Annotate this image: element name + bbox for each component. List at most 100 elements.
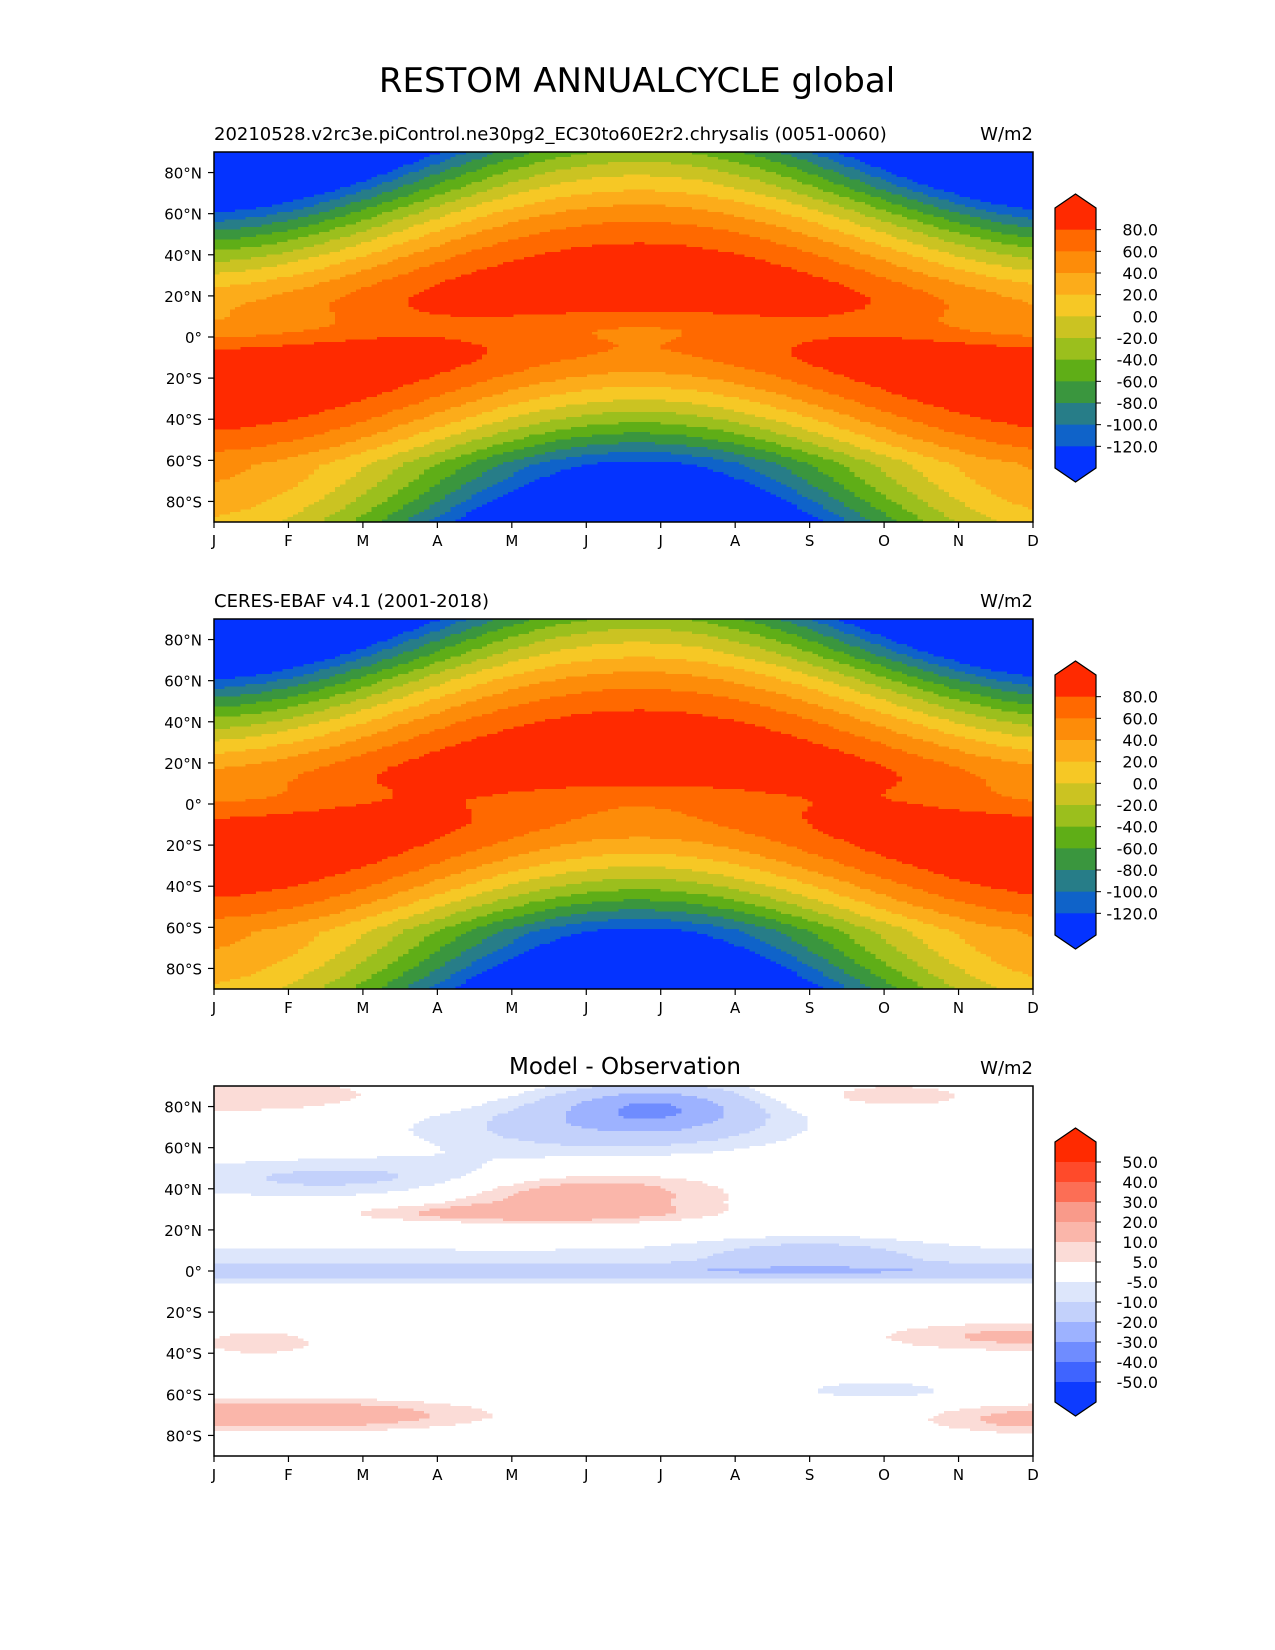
colorbar-swatch (1055, 403, 1096, 426)
heatmap-cell (418, 636, 446, 640)
heatmap-cell (508, 417, 567, 421)
heatmap-cell (214, 1376, 1034, 1380)
heatmap-cell (214, 701, 257, 705)
heatmap-cell (828, 392, 892, 396)
heatmap-cell (875, 487, 908, 491)
heatmap-cell (865, 649, 892, 653)
heatmap-cell (214, 449, 226, 453)
heatmap-cell (880, 976, 908, 980)
heatmap-cell (466, 981, 814, 985)
heatmap-cell (733, 681, 793, 685)
heatmap-cell (481, 412, 530, 416)
heatmap-cell (214, 839, 436, 843)
heatmap-cell (424, 689, 462, 693)
heatmap-cell (214, 494, 278, 498)
heatmap-cell (891, 1338, 971, 1342)
heatmap-cell (733, 382, 798, 386)
heatmap-cell (529, 949, 751, 953)
heatmap-cell (854, 379, 1034, 383)
heatmap-cell (849, 247, 892, 251)
heatmap-cell (791, 914, 829, 918)
heatmap-cell (445, 1201, 493, 1205)
heatmap-cell (350, 944, 388, 948)
heatmap-cell (466, 701, 530, 705)
heatmap-cell (455, 939, 483, 943)
heatmap-cell (917, 984, 950, 988)
heatmap-cell (618, 806, 656, 810)
heatmap-cell (214, 759, 278, 763)
heatmap-cell (214, 889, 273, 893)
heatmap-cell (928, 184, 1034, 188)
heatmap-cell (660, 1186, 719, 1190)
heatmap-cell (487, 914, 525, 918)
heatmap-cell (214, 244, 262, 248)
heatmap-cell (602, 1096, 698, 1100)
heatmap-cell (214, 821, 472, 825)
heatmap-cell (413, 1408, 483, 1412)
heatmap-cell (214, 259, 231, 263)
heatmap-cell (429, 429, 467, 433)
heatmap-cell (371, 974, 404, 978)
heatmap-cell (439, 749, 840, 753)
heatmap-cell (812, 197, 850, 201)
heatmap-cell (329, 676, 362, 680)
heatmap-cell (408, 519, 430, 523)
heatmap-cell (529, 424, 588, 428)
heatmap-cell (1001, 709, 1034, 713)
heatmap-cell (277, 961, 325, 965)
heatmap-cell (371, 929, 404, 933)
heatmap-cell (655, 656, 745, 660)
heatmap-cell (1006, 966, 1034, 970)
heatmap-cell (975, 714, 1034, 718)
colorbar-swatch (1055, 1162, 1096, 1183)
heatmap-cell (607, 629, 672, 633)
heatmap-cell (460, 854, 520, 858)
heatmap-cell (429, 974, 451, 978)
heatmap-cell (429, 174, 462, 178)
heatmap-cell (529, 891, 588, 895)
heatmap-cell (214, 212, 278, 216)
heatmap-cell (775, 224, 824, 228)
heatmap-cell (1027, 684, 1034, 688)
heatmap-cell (833, 946, 866, 950)
heatmap-cell (807, 462, 840, 466)
heatmap-cell (371, 1216, 441, 1220)
heatmap-cell (523, 467, 572, 471)
heatmap-cell (607, 809, 672, 813)
heatmap-cell (476, 671, 525, 675)
heatmap-cell (476, 1193, 514, 1197)
colorbar-swatch (1055, 870, 1096, 893)
heatmap-cell (282, 791, 394, 795)
heatmap-cell (922, 244, 966, 248)
heatmap-cell (565, 694, 714, 698)
heatmap-cell (865, 434, 908, 438)
heatmap-cell (812, 252, 861, 256)
heatmap-cell (387, 247, 430, 251)
heatmap-cell (1027, 217, 1034, 221)
heatmap-cell (886, 514, 919, 518)
heatmap-cell (518, 634, 572, 638)
y-tick-label: 40°S (166, 411, 202, 429)
heatmap-cell (271, 294, 346, 298)
heatmap-cell (875, 874, 945, 878)
heatmap-cell (214, 1271, 740, 1275)
heatmap-cell (282, 332, 593, 336)
heatmap-cell (828, 492, 856, 496)
heatmap-cell (922, 472, 966, 476)
heatmap-cell (728, 159, 772, 163)
heatmap-cell (214, 851, 404, 855)
heatmap-cell (891, 1333, 966, 1337)
heatmap-cell (938, 694, 982, 698)
heatmap-cell (424, 676, 462, 680)
heatmap-cell (686, 659, 756, 663)
heatmap-cell (980, 884, 1034, 888)
heatmap-cell (980, 951, 1034, 955)
heatmap-cell (214, 217, 247, 221)
heatmap-cell (214, 169, 394, 173)
heatmap-cell (896, 946, 929, 950)
heatmap-cell (214, 676, 236, 680)
heatmap-cell (214, 779, 294, 783)
heatmap-cell (345, 214, 378, 218)
